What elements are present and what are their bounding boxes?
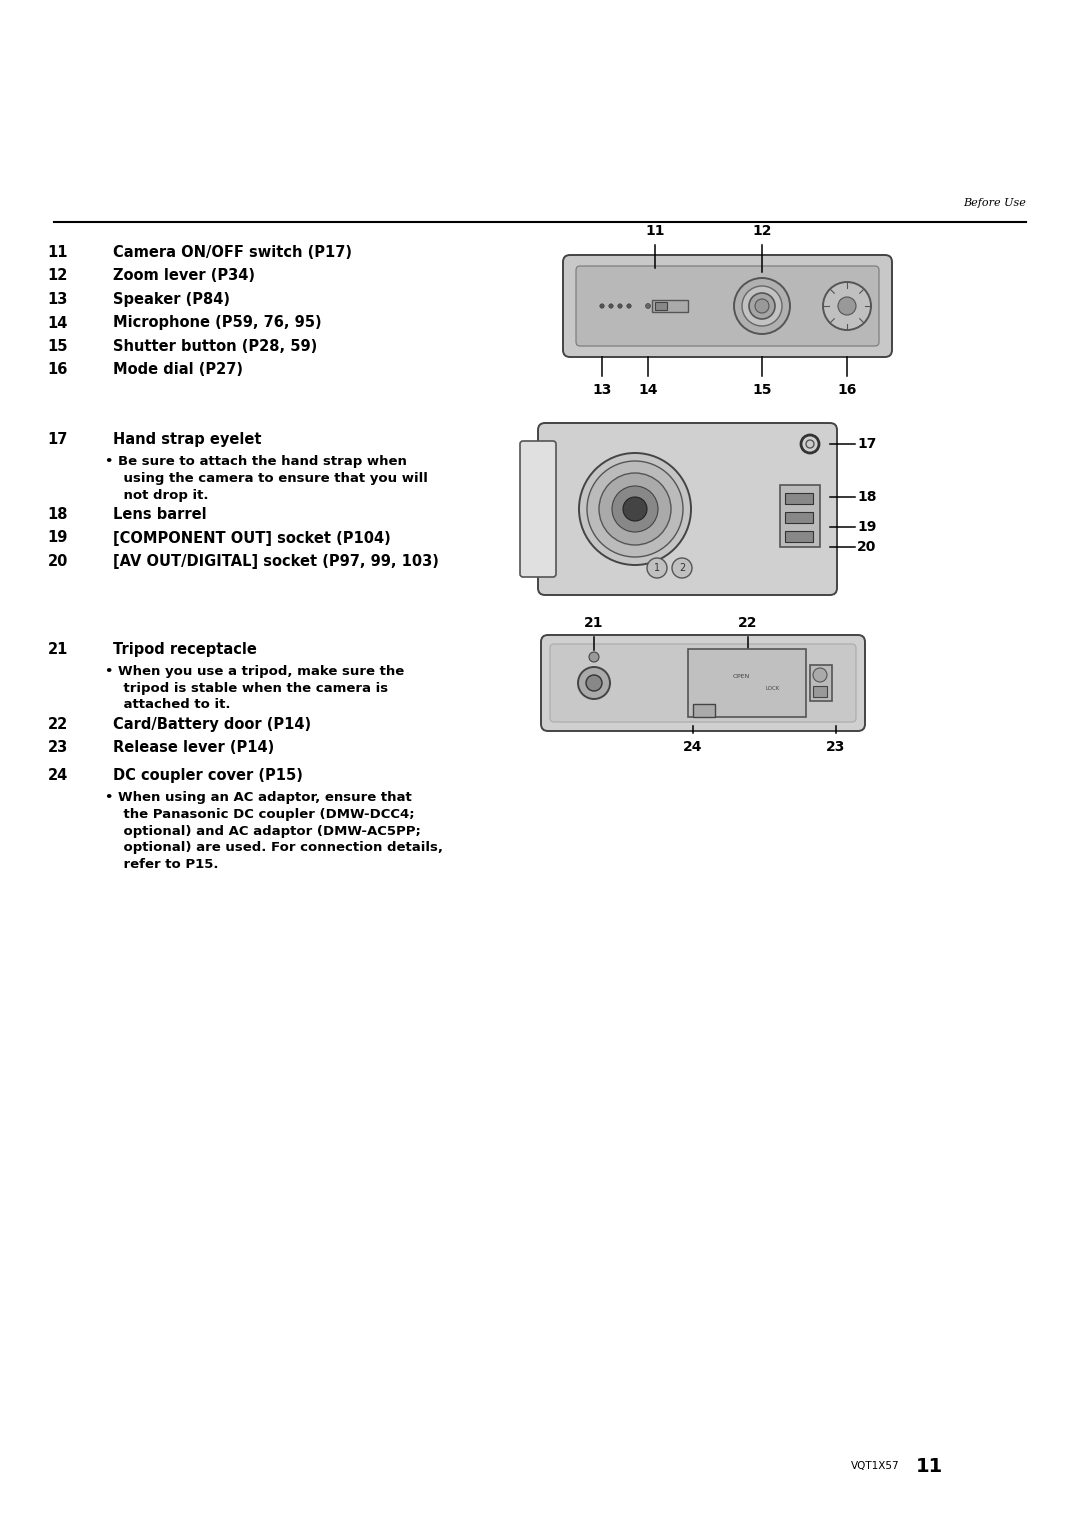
Text: Tripod receptacle: Tripod receptacle (113, 642, 257, 658)
Text: Shutter button (P28, 59): Shutter button (P28, 59) (113, 339, 318, 354)
Bar (785, 531, 813, 542)
FancyBboxPatch shape (576, 266, 879, 346)
Text: 24: 24 (684, 740, 703, 754)
Circle shape (599, 304, 604, 308)
Text: tripod is stable when the camera is: tripod is stable when the camera is (105, 682, 388, 694)
Circle shape (755, 299, 769, 313)
Text: • When you use a tripod, make sure the: • When you use a tripod, make sure the (105, 665, 404, 679)
Circle shape (586, 674, 602, 691)
Circle shape (806, 439, 814, 449)
Text: Camera ON/OFF switch (P17): Camera ON/OFF switch (P17) (113, 246, 352, 259)
Bar (780, 485, 820, 546)
Text: using the camera to ensure that you will: using the camera to ensure that you will (105, 472, 428, 485)
Text: attached to it.: attached to it. (105, 699, 230, 711)
Circle shape (612, 485, 658, 533)
Circle shape (646, 304, 650, 308)
Circle shape (750, 293, 775, 319)
Text: the Panasonic DC coupler (DMW-DCC4;: the Panasonic DC coupler (DMW-DCC4; (105, 807, 415, 821)
Circle shape (618, 304, 622, 308)
Circle shape (578, 667, 610, 699)
Text: • When using an AC adaptor, ensure that: • When using an AC adaptor, ensure that (105, 792, 411, 804)
Text: not drop it.: not drop it. (105, 488, 208, 502)
Text: 21: 21 (584, 617, 604, 630)
Text: 16: 16 (837, 383, 856, 397)
Text: 12: 12 (753, 224, 772, 238)
Circle shape (589, 652, 599, 662)
Text: DC coupler cover (P15): DC coupler cover (P15) (113, 768, 302, 783)
Text: Before Use: Before Use (963, 198, 1026, 208)
Text: 20: 20 (858, 540, 876, 554)
Text: 17: 17 (48, 432, 68, 447)
Circle shape (647, 559, 667, 578)
Text: 21: 21 (48, 642, 68, 658)
Text: Speaker (P84): Speaker (P84) (113, 291, 230, 307)
Text: 15: 15 (753, 383, 772, 397)
Text: OPEN: OPEN (732, 674, 750, 679)
Text: VQT1X57: VQT1X57 (851, 1460, 900, 1471)
Text: optional) are used. For connection details,: optional) are used. For connection detai… (105, 841, 443, 855)
Text: Lens barrel: Lens barrel (113, 507, 206, 522)
Text: optional) and AC adaptor (DMW-AC5PP;: optional) and AC adaptor (DMW-AC5PP; (105, 824, 421, 838)
FancyBboxPatch shape (519, 441, 556, 577)
Text: Hand strap eyelet: Hand strap eyelet (113, 432, 261, 447)
Text: 18: 18 (48, 507, 68, 522)
Text: 19: 19 (858, 520, 876, 534)
Bar (652, 301, 688, 311)
Circle shape (742, 285, 782, 327)
Text: Mode dial (P27): Mode dial (P27) (113, 363, 243, 377)
Text: 13: 13 (592, 383, 611, 397)
Bar (813, 687, 827, 697)
FancyBboxPatch shape (541, 635, 865, 731)
Text: Zoom lever (P34): Zoom lever (P34) (113, 269, 255, 284)
Text: 13: 13 (48, 291, 68, 307)
Text: Release lever (P14): Release lever (P14) (113, 740, 274, 755)
Circle shape (838, 298, 856, 314)
Circle shape (588, 461, 683, 557)
Text: 14: 14 (48, 316, 68, 331)
Text: 22: 22 (739, 617, 758, 630)
Circle shape (626, 304, 631, 308)
Text: 11: 11 (645, 224, 665, 238)
Text: Microphone (P59, 76, 95): Microphone (P59, 76, 95) (113, 316, 322, 331)
Text: 22: 22 (48, 717, 68, 732)
Circle shape (623, 497, 647, 520)
Text: 15: 15 (48, 339, 68, 354)
Circle shape (599, 473, 671, 545)
Text: 18: 18 (858, 490, 877, 504)
FancyBboxPatch shape (550, 644, 856, 722)
FancyBboxPatch shape (538, 423, 837, 595)
FancyBboxPatch shape (563, 255, 892, 357)
Circle shape (609, 304, 613, 308)
Text: 20: 20 (48, 554, 68, 569)
Bar (688, 649, 806, 717)
Text: LOCK: LOCK (766, 685, 780, 690)
Circle shape (672, 559, 692, 578)
Bar (810, 665, 832, 700)
Text: 23: 23 (826, 740, 846, 754)
Circle shape (579, 453, 691, 565)
Text: 16: 16 (48, 363, 68, 377)
Bar (785, 513, 813, 523)
Text: 2: 2 (679, 563, 685, 572)
Circle shape (823, 282, 870, 330)
Text: 11: 11 (48, 246, 68, 259)
Text: refer to P15.: refer to P15. (105, 858, 218, 870)
Text: 11: 11 (916, 1456, 943, 1476)
Text: 17: 17 (858, 436, 876, 452)
Circle shape (734, 278, 789, 334)
Text: 24: 24 (48, 768, 68, 783)
Text: 12: 12 (48, 269, 68, 284)
Circle shape (813, 668, 827, 682)
Text: 19: 19 (48, 531, 68, 545)
Text: 23: 23 (48, 740, 68, 755)
Text: • Be sure to attach the hand strap when: • Be sure to attach the hand strap when (105, 455, 407, 468)
Text: 14: 14 (638, 383, 658, 397)
Bar (654, 302, 667, 310)
Bar (785, 493, 813, 504)
Text: Card/Battery door (P14): Card/Battery door (P14) (113, 717, 311, 732)
Text: 1: 1 (653, 563, 660, 572)
Text: [COMPONENT OUT] socket (P104): [COMPONENT OUT] socket (P104) (113, 531, 391, 545)
Bar (693, 703, 715, 717)
Text: [AV OUT/DIGITAL] socket (P97, 99, 103): [AV OUT/DIGITAL] socket (P97, 99, 103) (113, 554, 438, 569)
